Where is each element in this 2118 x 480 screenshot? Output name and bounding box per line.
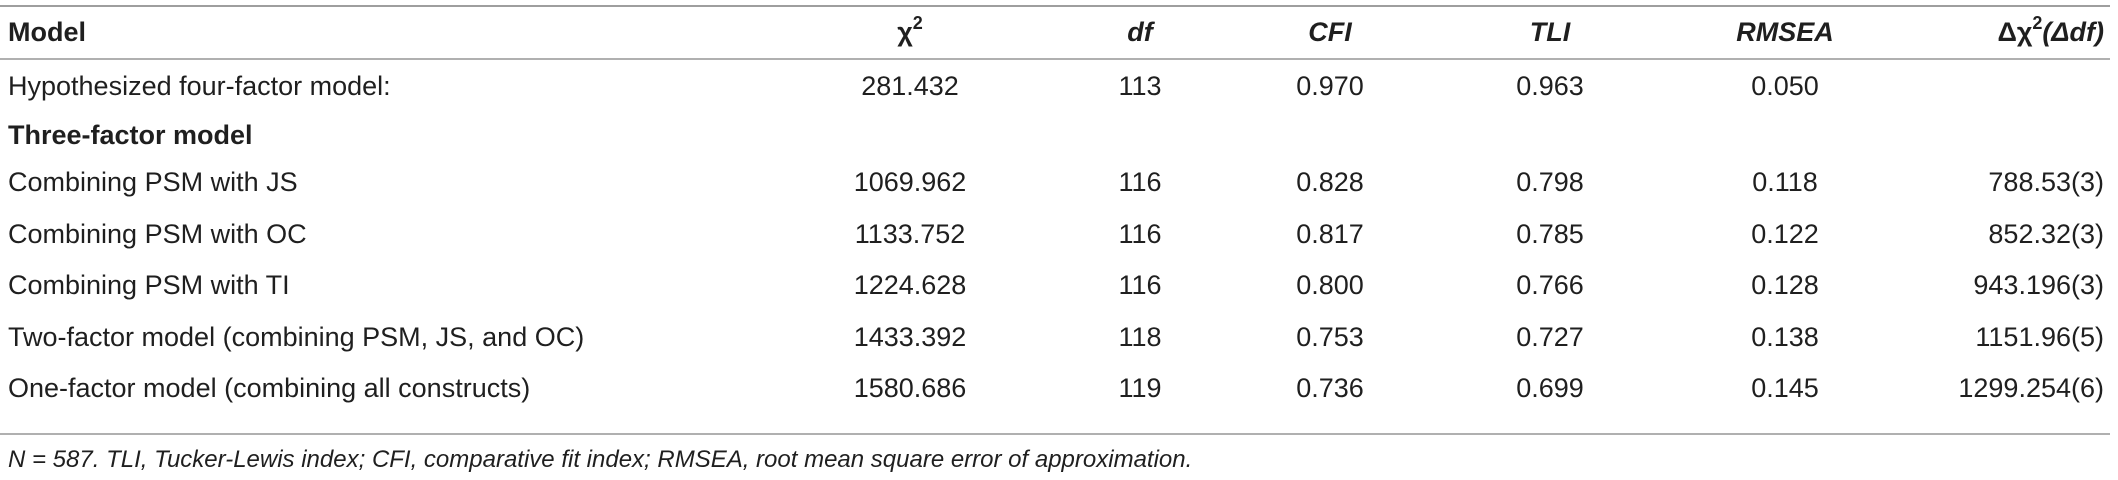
- row-model: Hypothesized four-factor model:: [8, 70, 391, 101]
- header-row: Model χ2 df CFI TLI RMSEA Δχ2(Δdf): [0, 6, 2110, 58]
- row-tli: 0.785: [1516, 218, 1584, 249]
- row-chi-square: 1133.752: [854, 218, 966, 249]
- header-delta-chi: Δχ: [1997, 16, 2033, 47]
- row-df: 113: [1118, 70, 1162, 101]
- row-cfi: 0.753: [1296, 321, 1364, 352]
- table-row: Combining PSM with TI 1224.628 116 0.800…: [0, 260, 2110, 312]
- row-model: Combining PSM with TI: [8, 270, 290, 301]
- table-row: Combining PSM with OC 1133.752 116 0.817…: [0, 209, 2110, 261]
- fit-indices-table: Model χ2 df CFI TLI RMSEA Δχ2(Δdf) Hypot…: [0, 6, 2110, 415]
- row-delta-chi-square: [1910, 58, 2110, 114]
- header-model: Model: [8, 16, 86, 47]
- header-rmsea: RMSEA: [1736, 16, 1834, 47]
- row-cfi: 0.800: [1296, 270, 1364, 301]
- header-df: df: [1127, 16, 1153, 47]
- row-model: One-factor model (combining all construc…: [8, 373, 531, 404]
- row-model: Combining PSM with JS: [8, 167, 298, 198]
- row-tli: 0.963: [1516, 70, 1584, 101]
- section-row-three-factor: Three-factor model: [0, 114, 2110, 157]
- table-header: Model χ2 df CFI TLI RMSEA Δχ2(Δdf): [0, 6, 2110, 58]
- row-df: 119: [1118, 373, 1162, 404]
- header-cfi: CFI: [1308, 16, 1352, 47]
- header-delta-chi-square: Δχ2(Δdf): [1910, 6, 2110, 58]
- row-chi-square: 1433.392: [853, 321, 967, 352]
- header-chi-superscript: 2: [912, 12, 923, 33]
- table-row: Two-factor model (combining PSM, JS, and…: [0, 312, 2110, 364]
- row-cfi: 0.828: [1296, 167, 1364, 198]
- section-heading: Three-factor model: [8, 120, 253, 150]
- row-model: Two-factor model (combining PSM, JS, and…: [8, 321, 585, 352]
- table-header-rule: [0, 58, 2110, 60]
- table-body: Hypothesized four-factor model: 281.432 …: [0, 58, 2110, 415]
- row-chi-square: 281.432: [861, 70, 959, 101]
- row-rmsea: 0.128: [1751, 270, 1819, 301]
- row-delta-chi-square: 852.32(3): [1988, 218, 2104, 249]
- row-df: 116: [1118, 218, 1162, 249]
- row-chi-square: 1069.962: [853, 167, 967, 198]
- row-rmsea: 0.118: [1752, 167, 1818, 198]
- header-delta-superscript: 2: [2032, 12, 2043, 33]
- header-delta-df: (Δdf): [2042, 16, 2104, 47]
- row-df: 116: [1118, 270, 1162, 301]
- row-model: Combining PSM with OC: [8, 218, 307, 249]
- row-rmsea: 0.050: [1751, 70, 1819, 101]
- table-footnote: N = 587. TLI, Tucker-Lewis index; CFI, c…: [8, 446, 1193, 473]
- row-tli: 0.798: [1516, 167, 1584, 198]
- row-delta-chi-square: 1299.254(6): [1958, 373, 2104, 404]
- header-chi-symbol: χ: [897, 16, 913, 47]
- row-tli: 0.727: [1516, 321, 1584, 352]
- row-delta-chi-square: 943.196(3): [1973, 270, 2104, 301]
- row-chi-square: 1224.628: [853, 270, 967, 301]
- header-tli: TLI: [1529, 16, 1571, 47]
- row-chi-square: 1580.686: [853, 373, 967, 404]
- row-df: 118: [1118, 321, 1162, 352]
- table-top-rule: [0, 5, 2110, 7]
- row-cfi: 0.736: [1296, 373, 1364, 404]
- row-delta-chi-square: 788.53(3): [1988, 167, 2104, 198]
- row-tli: 0.766: [1516, 270, 1584, 301]
- table-row: Hypothesized four-factor model: 281.432 …: [0, 58, 2110, 114]
- row-tli: 0.699: [1516, 373, 1584, 404]
- row-rmsea: 0.138: [1751, 321, 1819, 352]
- row-df: 116: [1118, 167, 1162, 198]
- table-row: One-factor model (combining all construc…: [0, 363, 2110, 415]
- header-chi-square: χ2: [760, 6, 1060, 58]
- table-bottom-rule: [0, 433, 2110, 435]
- row-cfi: 0.970: [1296, 70, 1364, 101]
- row-rmsea: 0.145: [1751, 373, 1819, 404]
- row-delta-chi-square: 1151.96(5): [1975, 321, 2104, 352]
- row-rmsea: 0.122: [1751, 218, 1819, 249]
- table-row: Combining PSM with JS 1069.962 116 0.828…: [0, 157, 2110, 209]
- row-cfi: 0.817: [1296, 218, 1364, 249]
